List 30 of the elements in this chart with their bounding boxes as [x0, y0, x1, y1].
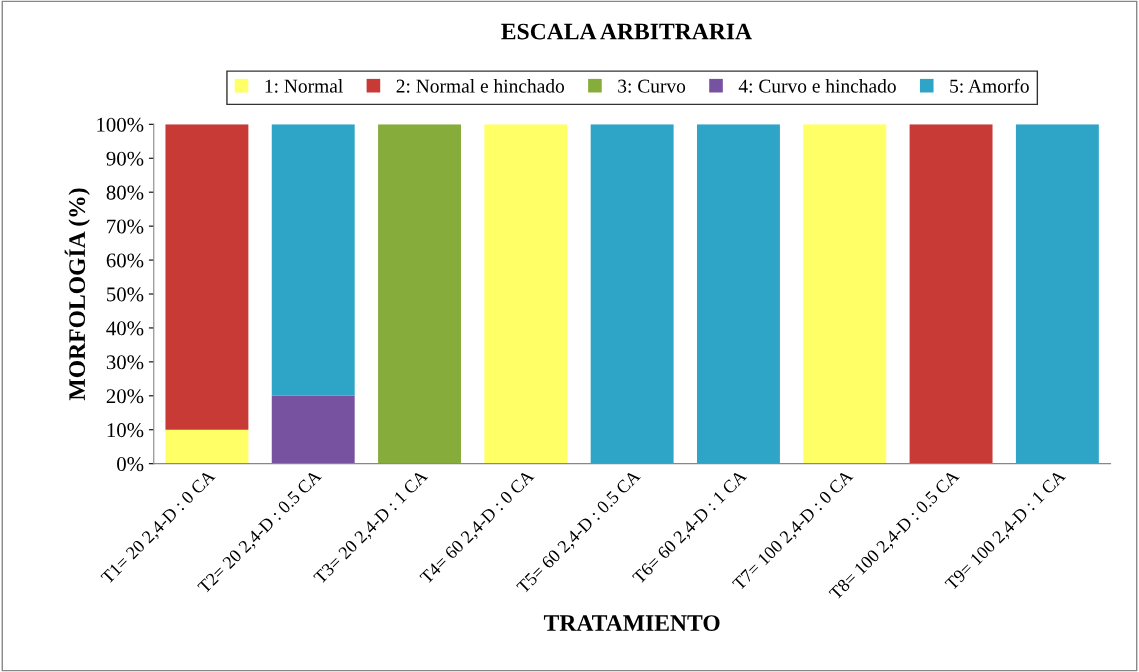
legend-label: 1: Normal [265, 79, 343, 93]
legend-label: 5: Amorfo [950, 78, 1029, 93]
bar [803, 124, 887, 464]
y-tick-label: 20% [106, 389, 144, 404]
bar [165, 429, 249, 464]
y-tick-label: 30% [106, 355, 144, 370]
y-tick-label: 90% [106, 151, 144, 166]
bar [1015, 124, 1099, 464]
y-tick-label: 100% [97, 117, 144, 132]
legend-label: 2: Normal e hinchado [396, 79, 565, 93]
y-tick-label: 10% [107, 423, 144, 438]
bar [696, 124, 780, 464]
legend-label: 3: Curvo [618, 79, 686, 93]
bar [909, 124, 993, 464]
bar [378, 124, 461, 464]
bar [484, 124, 568, 464]
y-tick-label: 70% [107, 219, 144, 234]
y-tick-label: 50% [107, 287, 144, 302]
legend-label: 4: Curvo e hinchado [738, 79, 896, 93]
bar [271, 395, 355, 464]
y-tick-label: 0% [117, 457, 144, 472]
chart-title: ESCALA ARBITRARIA [501, 23, 752, 40]
y-tick-label: 60% [106, 253, 144, 268]
x-axis-title: TRATAMIENTO [543, 615, 720, 632]
bar [165, 124, 249, 430]
y-tick-label: 80% [106, 185, 144, 200]
y-tick-label: 40% [106, 321, 144, 336]
bar [590, 124, 674, 464]
y-axis-title: MORFOLOGÍA (%) [64, 188, 90, 401]
bar [271, 124, 355, 396]
